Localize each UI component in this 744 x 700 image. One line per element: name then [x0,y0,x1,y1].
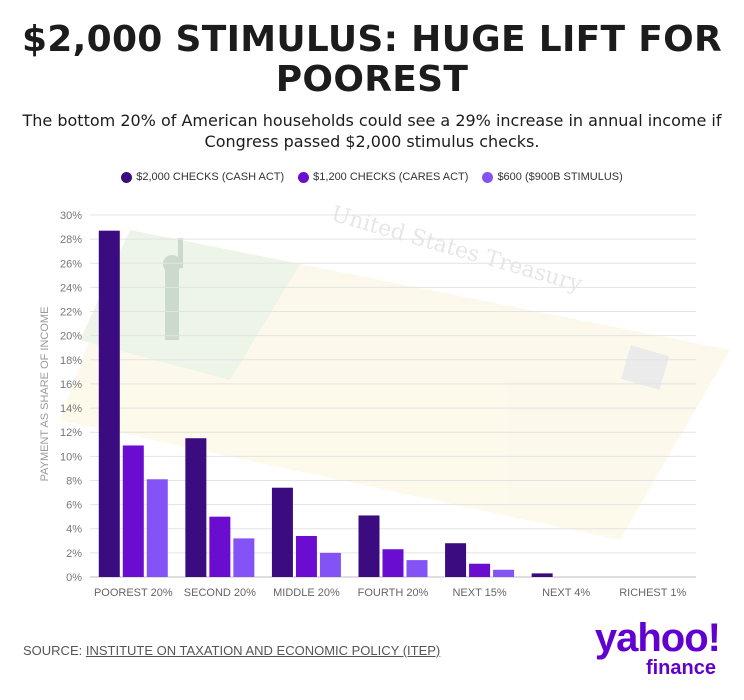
bar-cares-act [295,535,317,577]
legend-item-900b-stimulus: $600 ($900B STIMULUS) [482,171,623,183]
bars [98,230,553,577]
y-tick-label: 18% [60,355,82,367]
source-prefix: SOURCE: [23,643,86,658]
source-link[interactable]: INSTITUTE ON TAXATION AND ECONOMIC POLIC… [85,643,441,658]
y-tick-label: 16% [60,379,82,391]
bar-cares-act [209,516,231,577]
bar-cash-act [445,543,467,577]
legend-swatch-cares-act [298,171,310,183]
chart-subtitle: The bottom 20% of American households co… [22,111,722,151]
bar-cash-act [98,230,120,577]
y-tick-label: 2% [66,548,82,560]
bar-900b-stimulus [146,479,168,577]
bar-900b-stimulus [406,560,428,577]
y-tick-label: 24% [60,282,82,294]
bar-cash-act [531,573,553,577]
bar-900b-stimulus [493,569,515,577]
y-tick-label: 10% [60,451,82,463]
x-tick-label: RICHEST 1% [619,587,686,599]
legend-swatch-900b-stimulus [482,171,494,183]
source-note: SOURCE: INSTITUTE ON TAXATION AND ECONOM… [23,643,440,658]
yahoo-finance-logo: yahoo! finance [586,616,721,679]
legend-label-900b-stimulus: $600 ($900B STIMULUS) [497,171,623,183]
x-tick-label: POOREST 20% [94,587,173,599]
y-tick-label: 22% [60,307,82,319]
legend-item-cash-act: $2,000 CHECKS (CASH ACT) [121,171,284,183]
bar-chart: United States Treasury 0%2%4%6%8%10%12%1… [39,202,730,599]
y-tick-label: 12% [60,427,82,439]
legend-label-cash-act: $2,000 CHECKS (CASH ACT) [136,171,285,183]
x-tick-label: SECOND 20% [184,587,256,599]
x-tick-label: MIDDLE 20% [273,587,340,599]
y-tick-label: 14% [60,403,82,415]
y-axis-ticks: 0% 2% 4% 6% 8% 10% 12% 14% 16% 18% 20% 22% 24% 26% 28%… [60,210,82,584]
x-tick-label: FOURTH 20% [358,587,429,599]
x-axis-ticks: POOREST 20% SECOND 20% MIDDLE 20% FOURTH 20… [94,587,686,599]
y-tick-label: 0% [66,572,82,584]
y-tick-label: 28% [60,234,82,246]
bar-cares-act [122,445,144,577]
logo-line1: yahoo! [594,616,721,660]
bar-900b-stimulus [319,552,341,577]
legend-label-cares-act: $1,200 CHECKS (CARES ACT) [313,171,469,183]
bar-900b-stimulus [233,538,255,577]
x-tick-label: NEXT 15% [452,587,506,599]
bar-cash-act [271,487,293,577]
bar-cares-act [382,549,404,577]
legend-swatch-cash-act [121,171,133,183]
chart-legend: $2,000 CHECKS (CASH ACT) $1,200 CHECKS (… [0,171,744,183]
y-tick-label: 8% [66,475,82,487]
y-tick-label: 30% [60,210,82,222]
legend-item-cares-act: $1,200 CHECKS (CARES ACT) [298,171,468,183]
chart-title: $2,000 STIMULUS: HUGE LIFT FOR POOREST [21,19,723,100]
y-tick-label: 26% [60,258,82,270]
bar-cares-act [469,563,491,577]
y-tick-label: 20% [60,331,82,343]
bar-cash-act [185,438,207,577]
x-tick-label: NEXT 4% [542,587,590,599]
y-tick-label: 6% [66,500,82,512]
y-axis-label: PAYMENT AS SHARE OF INCOME [39,307,51,482]
logo-line2: finance [645,657,716,679]
y-tick-label: 4% [66,524,82,536]
bar-cash-act [358,515,380,577]
